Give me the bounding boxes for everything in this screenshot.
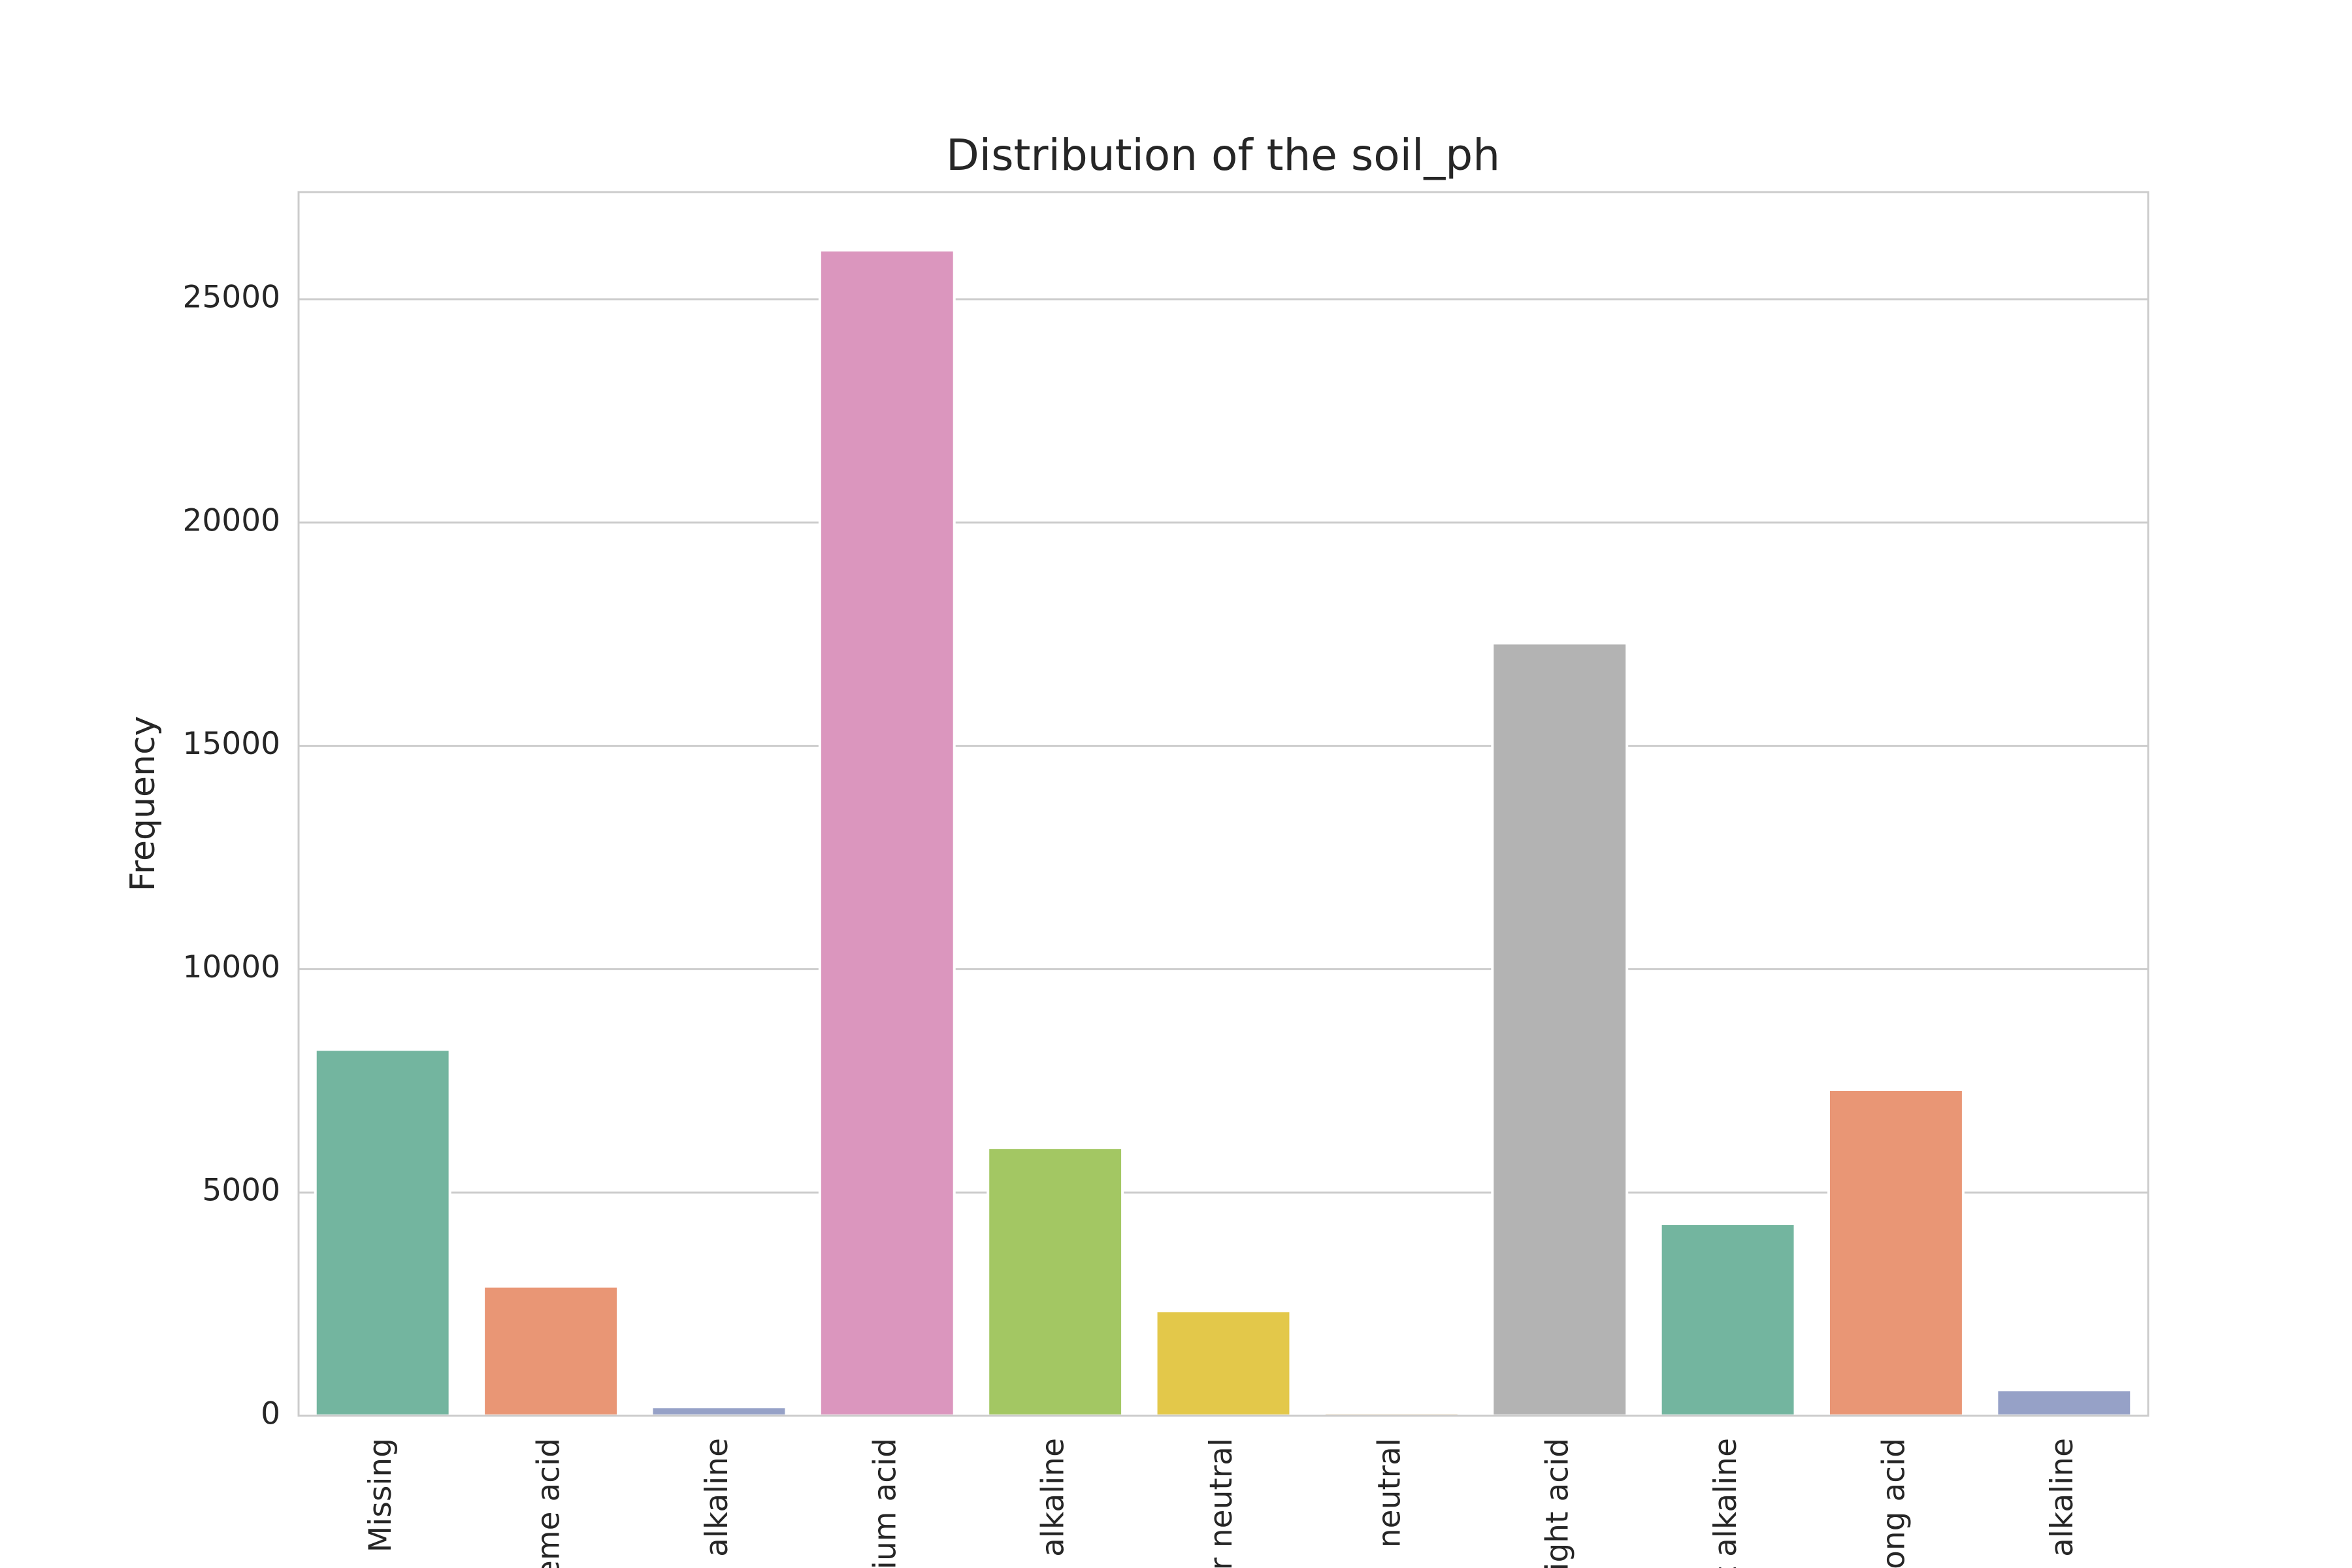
- chart-title: Distribution of the soil_ph: [946, 130, 1500, 180]
- y-tick-label: 15000: [182, 726, 280, 762]
- plot-frame: [297, 191, 2149, 1417]
- bar: [1491, 642, 1629, 1418]
- bar: [1154, 1309, 1292, 1418]
- y-axis-label: Frequency: [123, 716, 163, 892]
- bar: [987, 1146, 1124, 1417]
- y-tick-label: 25000: [182, 280, 280, 316]
- x-tick-label: neutral: [1371, 1438, 1407, 1548]
- y-tick-label: 20000: [182, 502, 280, 538]
- x-tick-label: t alkaline: [1708, 1438, 1744, 1568]
- x-tick-label: n alkaline: [1036, 1438, 1071, 1568]
- x-tick-label: ar neutral: [1203, 1438, 1239, 1568]
- bar: [1995, 1388, 2133, 1417]
- x-tick-label: rong acid: [1876, 1438, 1912, 1568]
- bar: [650, 1405, 788, 1417]
- x-tick-label: g alkaline: [2044, 1438, 2080, 1568]
- x-tick-label: reme acid: [531, 1438, 567, 1568]
- bar: [482, 1284, 619, 1418]
- y-tick-label: 5000: [202, 1173, 280, 1209]
- bar: [1827, 1088, 1965, 1417]
- bar: [1659, 1222, 1797, 1417]
- y-tick-label: 0: [261, 1396, 280, 1432]
- x-tick-label: e alkaline: [699, 1438, 735, 1568]
- bar: [314, 1048, 451, 1417]
- y-tick-label: 10000: [182, 949, 280, 985]
- bar: [818, 248, 956, 1417]
- x-tick-label: dium acid: [867, 1438, 903, 1568]
- x-tick-label: Missing: [363, 1438, 399, 1552]
- x-tick-label: light acid: [1540, 1438, 1576, 1568]
